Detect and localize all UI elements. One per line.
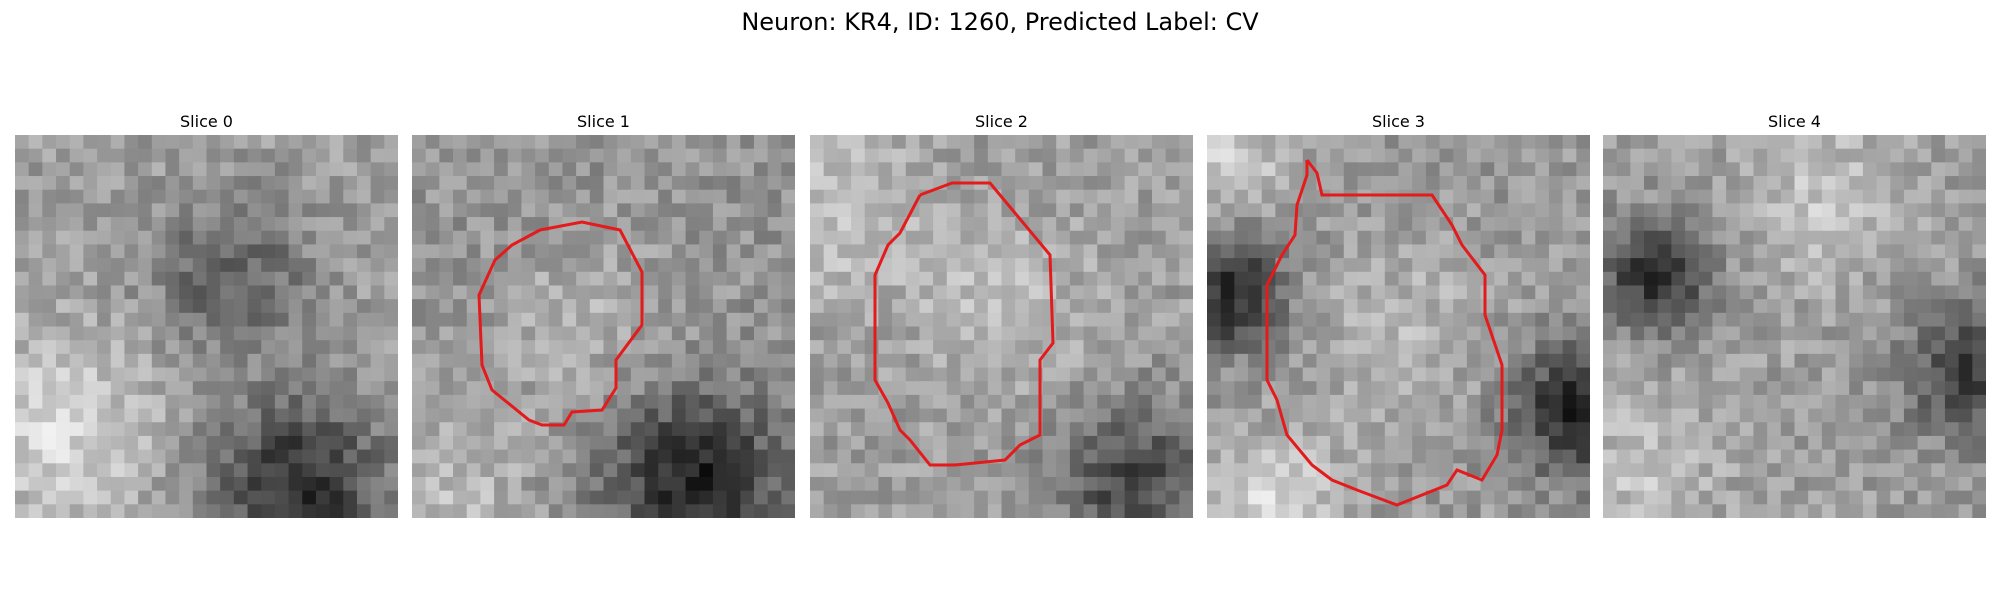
segmentation-contour	[873, 181, 1055, 467]
slice-image	[15, 135, 398, 518]
slice-title: Slice 2	[975, 112, 1028, 131]
slice-title: Slice 4	[1768, 112, 1821, 131]
slice-panel-2: Slice 2	[810, 110, 1193, 518]
slice-panel-4: Slice 4	[1603, 110, 1986, 518]
slice-panel-3: Slice 3	[1207, 110, 1590, 518]
segmentation-contour	[477, 220, 644, 427]
figure-title: Neuron: KR4, ID: 1260, Predicted Label: …	[741, 8, 1259, 36]
slice-panel-0: Slice 0	[15, 110, 398, 518]
slice-title: Slice 3	[1372, 112, 1425, 131]
slice-panel-1: Slice 1	[412, 110, 795, 518]
slice-image	[1207, 135, 1590, 518]
segmentation-contour	[1265, 159, 1504, 507]
slice-image	[810, 135, 1193, 518]
slice-image	[1603, 135, 1986, 518]
slice-image	[412, 135, 795, 518]
slice-title: Slice 1	[577, 112, 630, 131]
slice-title: Slice 0	[180, 112, 233, 131]
